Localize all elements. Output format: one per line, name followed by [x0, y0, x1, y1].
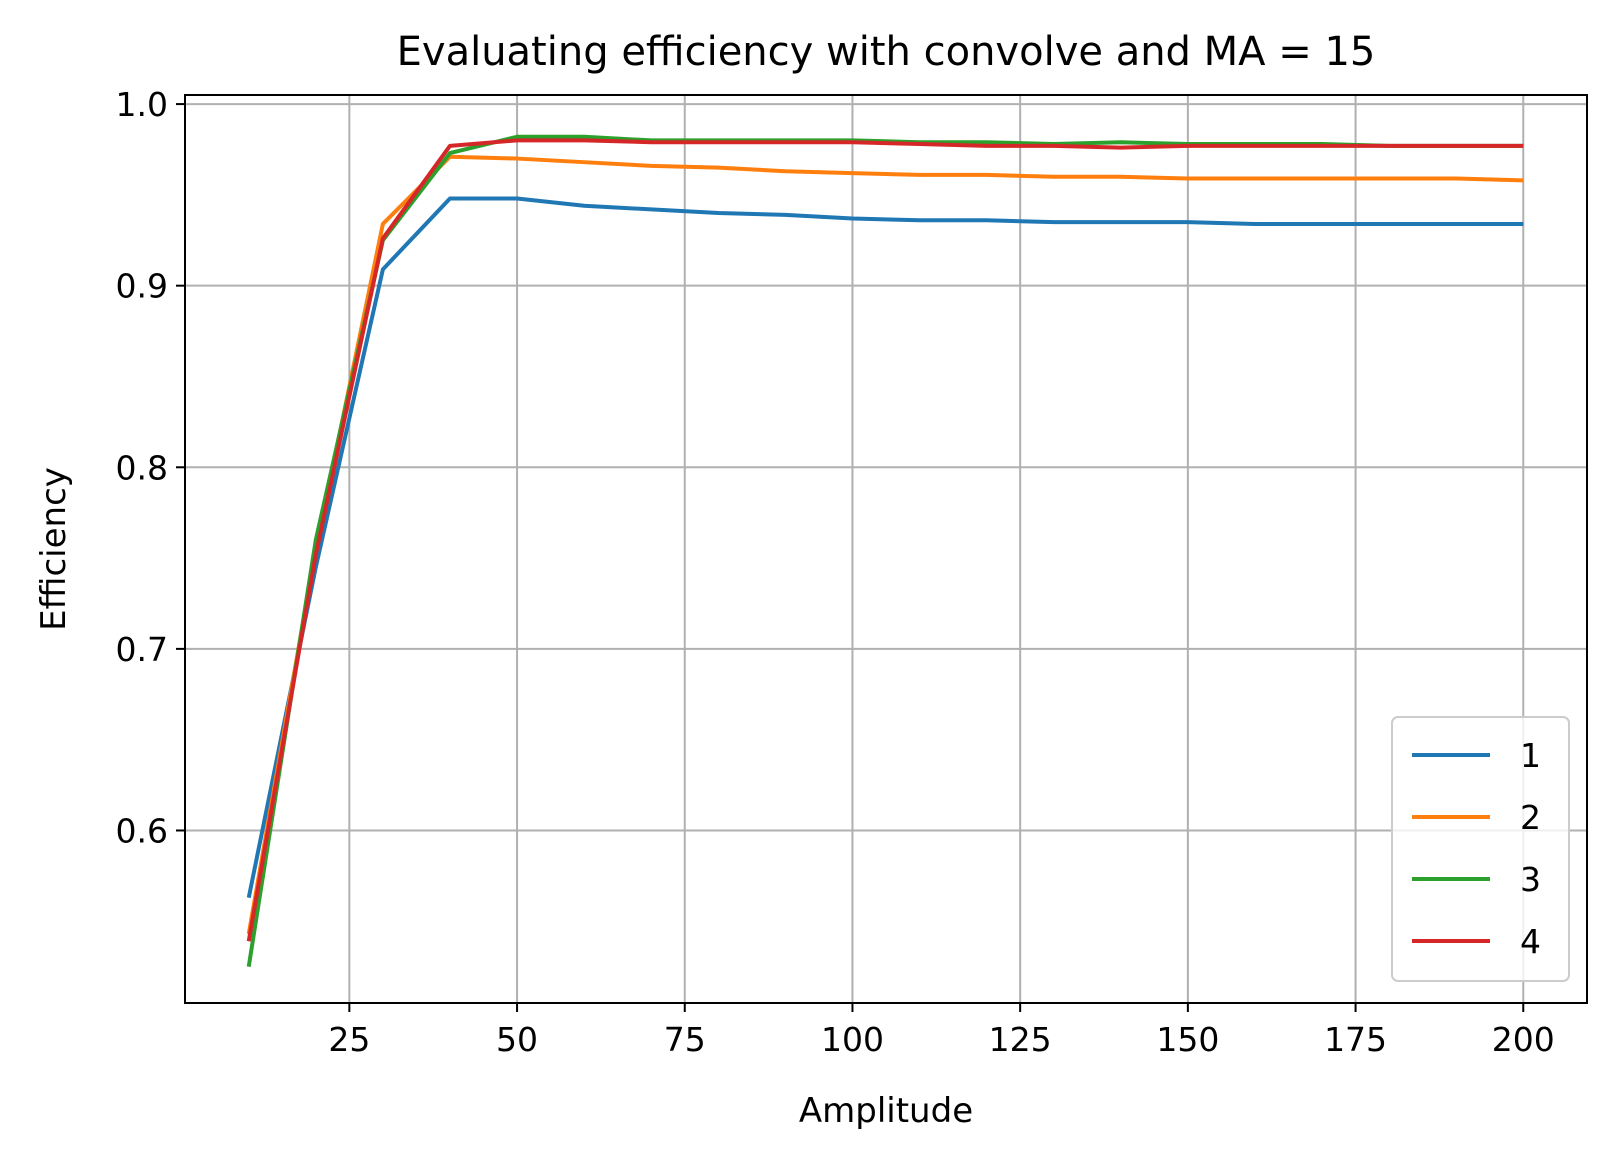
x-tick-label: 175: [1324, 1020, 1387, 1059]
y-tick-label: 0.7: [116, 630, 168, 669]
series-lines: [246, 134, 1524, 967]
y-axis-label: Efficiency: [34, 467, 74, 631]
x-tick-label: 150: [1156, 1020, 1219, 1059]
y-tick-label: 1.0: [116, 85, 168, 124]
x-tick-label: 100: [821, 1020, 884, 1059]
series-line-1: [246, 196, 1524, 899]
legend: 1 2 3 4: [1391, 716, 1570, 982]
legend-label: 2: [1520, 798, 1541, 837]
x-tick-label: 125: [989, 1020, 1052, 1059]
x-tick-label: 25: [328, 1020, 370, 1059]
series-line-4: [246, 138, 1524, 942]
x-tick-label: 200: [1492, 1020, 1555, 1059]
y-tick-label: 0.8: [116, 448, 168, 487]
chart-title: Evaluating efficiency with convolve and …: [397, 29, 1376, 75]
y-tick-label: 0.6: [116, 811, 168, 850]
legend-label: 1: [1520, 736, 1541, 775]
legend-label: 4: [1520, 922, 1541, 961]
grid-lines: [185, 95, 1587, 1003]
plot-frame: [184, 94, 1588, 1004]
x-tick-label: 50: [496, 1020, 538, 1059]
y-tick-label: 0.9: [116, 267, 168, 306]
legend-label: 3: [1520, 860, 1541, 899]
x-tick-label: 75: [664, 1020, 706, 1059]
axis-ticks: 25 50 75 100 125 150 175 200 0.6 0.7 0.8 0.9 1.0: [116, 85, 1555, 1059]
series-line-2: [246, 154, 1524, 935]
legend-box: [1391, 716, 1570, 982]
x-axis-label: Amplitude: [799, 1091, 973, 1131]
